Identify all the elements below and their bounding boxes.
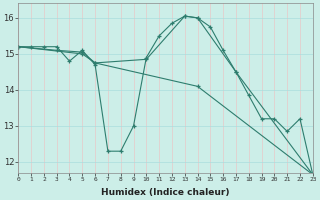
X-axis label: Humidex (Indice chaleur): Humidex (Indice chaleur) [101, 188, 230, 197]
